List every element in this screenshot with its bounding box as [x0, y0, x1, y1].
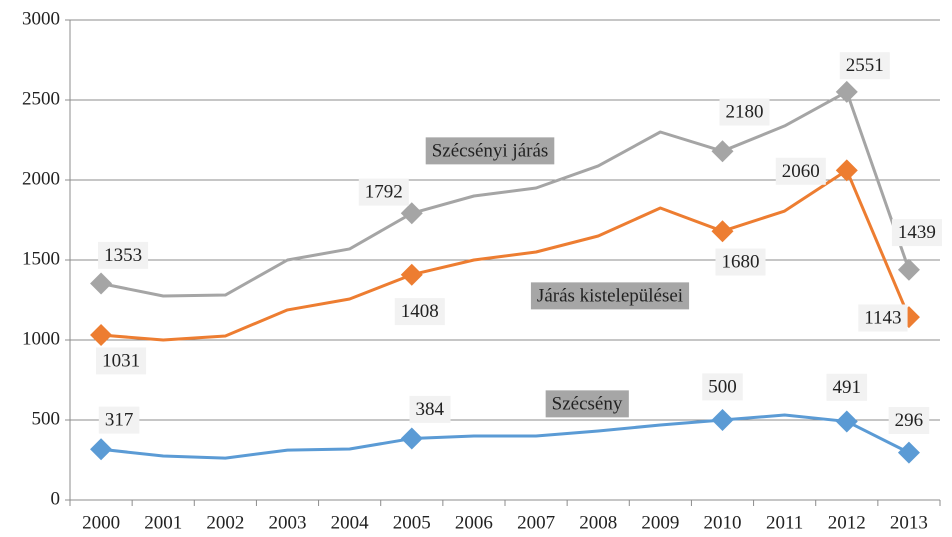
data-label-bg: [826, 373, 868, 401]
data-label: 2180: [726, 102, 764, 123]
x-tick-label: 2010: [704, 512, 742, 533]
data-label: 1680: [722, 252, 760, 273]
data-label: 1353: [104, 245, 142, 266]
data-label-bg: [888, 406, 930, 434]
data-label-group: 2551: [839, 52, 890, 80]
y-tick-label: 0: [51, 488, 61, 509]
data-label-bg: [858, 304, 908, 332]
marker: [835, 159, 858, 182]
marker: [400, 263, 423, 286]
data-label-group: 1031: [96, 347, 147, 375]
x-tick-label: 2006: [455, 512, 493, 533]
data-label-bg: [891, 219, 942, 247]
data-label-bg: [775, 157, 826, 185]
x-tick-label: 2003: [269, 512, 307, 533]
data-label-bg: [98, 241, 149, 269]
x-tick-label: 2002: [206, 512, 244, 533]
data-label-bg: [358, 178, 409, 206]
marker: [897, 258, 920, 281]
data-label: 1792: [365, 182, 403, 203]
data-label: 500: [708, 376, 737, 397]
data-label-group: 296: [888, 406, 930, 434]
series-name-bg: [530, 282, 690, 310]
y-tick-label: 3000: [22, 8, 60, 29]
x-tick-label: 2004: [331, 512, 370, 533]
y-tick-label: 1000: [22, 328, 60, 349]
data-label-bg: [719, 98, 770, 126]
y-tick-label: 500: [32, 408, 61, 429]
series-name: Járás kistelepülései: [537, 285, 683, 306]
data-label-group: 1408: [394, 298, 445, 326]
y-tick-label: 2000: [22, 168, 60, 189]
marker: [711, 140, 734, 163]
x-tick-label: 2009: [641, 512, 679, 533]
series-name: Szécsény: [552, 393, 623, 414]
data-label-group: 2180: [719, 98, 770, 126]
data-label-group: 1353: [98, 241, 149, 269]
marker: [90, 272, 113, 295]
series-name-group: Járás kistelepülései: [530, 282, 690, 310]
data-label: 384: [416, 399, 445, 420]
data-label-group: 1792: [358, 178, 409, 206]
x-tick-label: 2005: [393, 512, 431, 533]
series-line: [100, 413, 910, 460]
data-label-group: 1680: [715, 248, 766, 276]
data-label: 2060: [782, 161, 820, 182]
data-label-bg: [394, 298, 445, 326]
y-tick-label: 1500: [22, 248, 60, 269]
data-label-group: 317: [98, 406, 140, 434]
marker: [711, 220, 734, 243]
data-label-group: 384: [409, 395, 451, 423]
marker: [400, 427, 423, 450]
series-name-bg: [545, 390, 629, 418]
marker: [711, 409, 734, 431]
x-tick-label: 2012: [828, 512, 866, 533]
marker: [835, 410, 858, 433]
series-name: Szécsényi járás: [432, 140, 549, 161]
x-tick-label: 2000: [82, 512, 120, 533]
data-label-bg: [409, 395, 451, 423]
data-label: 1143: [864, 307, 901, 328]
data-label: 1439: [898, 222, 936, 243]
data-label: 296: [895, 410, 924, 431]
data-label-bg: [839, 52, 890, 80]
x-tick-label: 2011: [766, 512, 803, 533]
x-tick-label: 2007: [517, 512, 555, 533]
data-label: 1408: [401, 301, 439, 322]
data-label-group: 1439: [891, 219, 942, 247]
x-tick-label: 2001: [144, 512, 182, 533]
x-tick-label: 2008: [579, 512, 617, 533]
data-label-bg: [96, 347, 147, 375]
series-name-group: Szécsény: [545, 390, 629, 418]
data-label-group: 500: [702, 373, 743, 401]
data-label-group: 1143: [858, 304, 908, 332]
marker: [897, 441, 920, 464]
marker: [90, 438, 113, 461]
y-tick-label: 2500: [22, 88, 60, 109]
data-label-bg: [715, 248, 766, 276]
x-tick-label: 2013: [890, 512, 928, 533]
data-label-group: 491: [826, 373, 868, 401]
data-label: 317: [105, 410, 134, 431]
marker: [835, 80, 858, 103]
series-name-bg: [425, 137, 555, 165]
data-label: 1031: [102, 350, 140, 371]
data-label-bg: [702, 373, 743, 401]
series-line: [100, 168, 911, 342]
data-label-group: 2060: [775, 157, 826, 185]
series-line: [100, 90, 911, 298]
data-label: 491: [833, 377, 862, 398]
data-label: 2551: [846, 55, 884, 76]
marker: [400, 202, 423, 225]
data-label-bg: [98, 406, 140, 434]
marker: [90, 324, 113, 347]
series-name-group: Szécsényi járás: [425, 137, 555, 165]
